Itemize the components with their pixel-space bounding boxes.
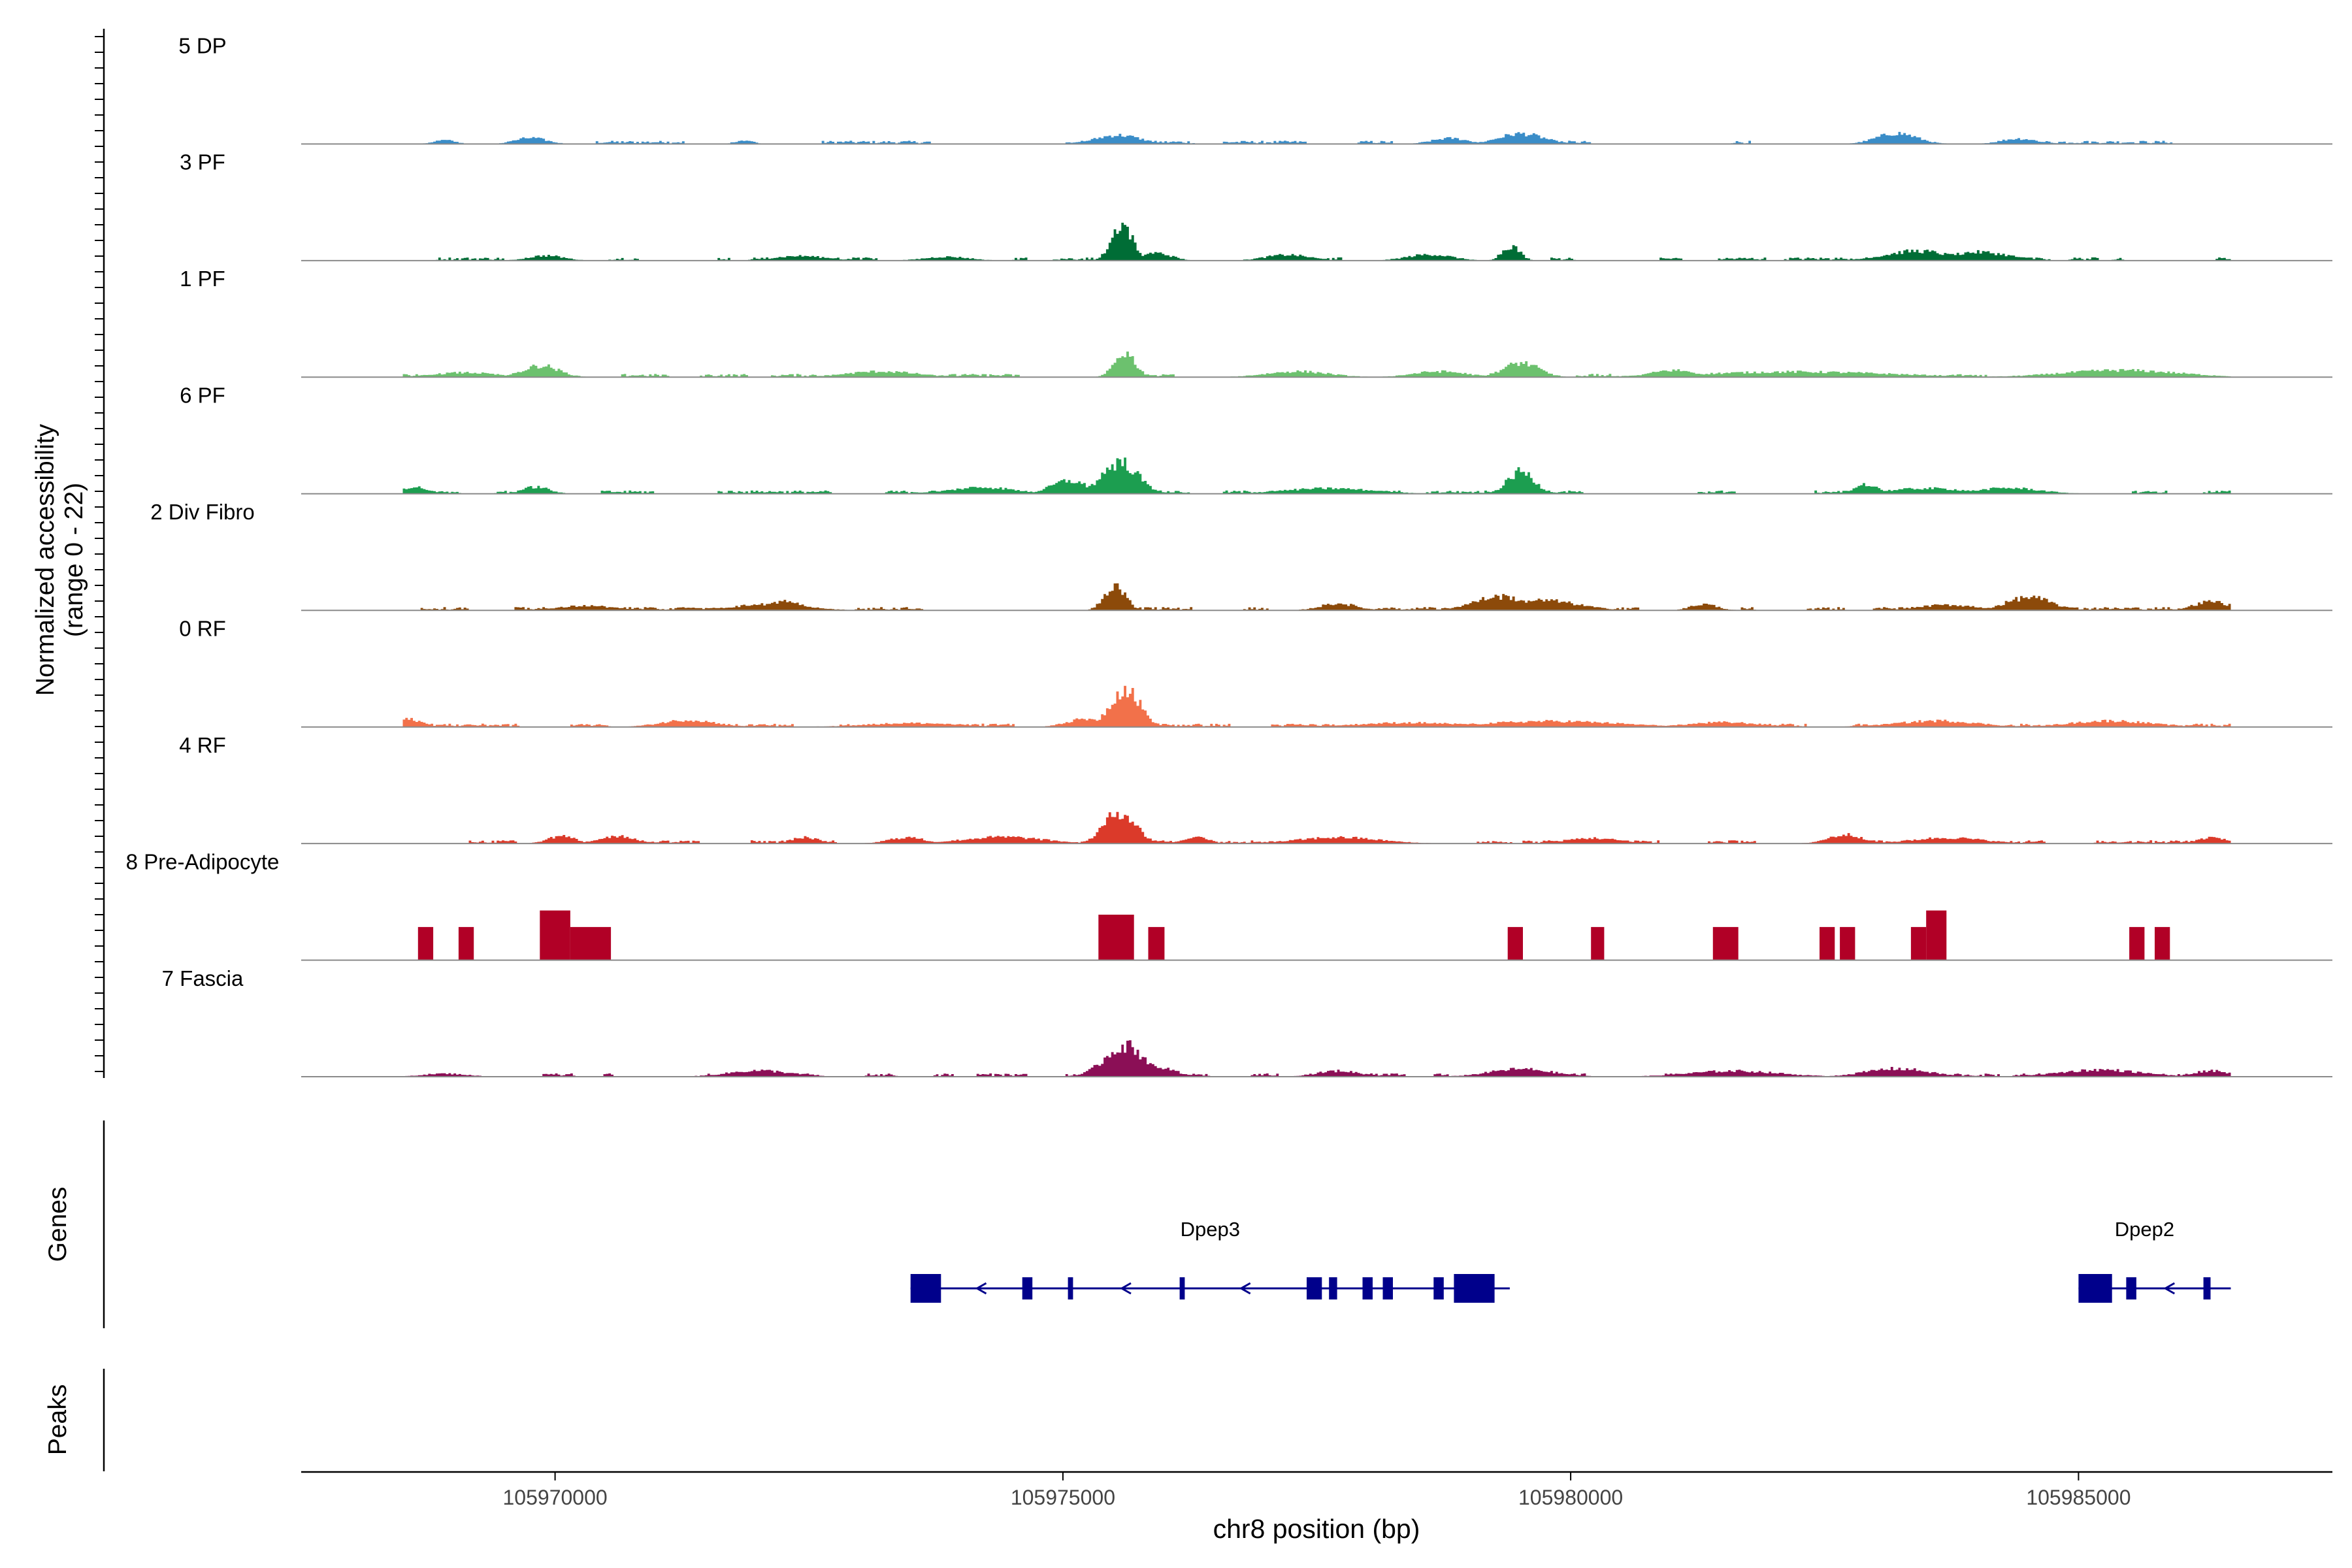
coverage-block xyxy=(417,926,434,960)
gene-exon xyxy=(1382,1277,1393,1299)
track-label-8-pre-adipocyte: 8 Pre-Adipocyte xyxy=(126,849,280,874)
coverage-block xyxy=(1910,926,1927,960)
track-7-fascia: 7 Fascia xyxy=(162,966,2332,1077)
x-tick-label: 105975000 xyxy=(1011,1486,1115,1509)
coverage-block xyxy=(2155,926,2170,960)
x-axis: 105970000 105975000 105980000 105985000 xyxy=(503,1472,2131,1509)
strand-arrow xyxy=(1119,1282,1132,1295)
coverage-area xyxy=(402,583,2231,611)
coverage-block xyxy=(1148,926,1165,960)
gene-annotations: Dpep3 Dpep2 xyxy=(910,1218,2231,1303)
coverage-block xyxy=(1591,926,1605,960)
strand-arrow xyxy=(1239,1282,1251,1295)
gene-exon xyxy=(1433,1277,1444,1299)
track-3-pf: 3 PF xyxy=(180,150,2332,261)
y-axis-label: Normalized accessibility (range 0 - 22) xyxy=(31,423,88,696)
gene-exon xyxy=(2078,1274,2112,1303)
coverage-block xyxy=(1712,926,1739,960)
track-0-rf: 0 RF xyxy=(179,617,2332,728)
coverage-block xyxy=(570,926,612,960)
track-5-dp: 5 DP xyxy=(178,33,2332,145)
coverage-area xyxy=(402,685,2231,727)
gene-label-dpep2: Dpep2 xyxy=(2115,1218,2174,1241)
track-8-pre-adipocyte: 8 Pre-Adipocyte xyxy=(126,849,2332,961)
coverage-block xyxy=(458,926,474,960)
gene-exon xyxy=(910,1274,941,1303)
track-1-pf: 1 PF xyxy=(180,267,2332,378)
track-label-0-rf: 0 RF xyxy=(179,617,226,641)
gene-exon xyxy=(1068,1277,1073,1299)
gene-dpep2: Dpep2 xyxy=(2078,1218,2231,1303)
track-label-4-rf: 4 RF xyxy=(179,733,226,757)
track-6-pf: 6 PF xyxy=(180,384,2332,495)
coverage-block xyxy=(540,910,570,960)
peaks-panel-label: Peaks xyxy=(44,1384,72,1455)
coverage-area xyxy=(402,131,2231,144)
coverage-block xyxy=(1840,926,1855,960)
y-axis-label-line2: (range 0 - 22) xyxy=(60,483,88,637)
x-tick-label: 105980000 xyxy=(1518,1486,1623,1509)
genes-panel-label: Genes xyxy=(44,1187,72,1262)
gene-dpep3: Dpep3 xyxy=(910,1218,1510,1303)
coverage-block xyxy=(1507,926,1523,960)
coverage-area xyxy=(402,457,2231,494)
track-2-div-fibro: 2 Div Fibro xyxy=(150,500,2332,612)
gene-exon xyxy=(1454,1274,1495,1303)
x-tick-label: 105970000 xyxy=(503,1486,608,1509)
y-axis-ticks xyxy=(95,36,104,1072)
coverage-block xyxy=(2129,926,2145,960)
coverage-block xyxy=(1820,926,1835,960)
coverage-area xyxy=(402,1040,2231,1077)
gene-exon xyxy=(1329,1277,1337,1299)
gene-exon xyxy=(1022,1277,1033,1299)
track-label-1-pf: 1 PF xyxy=(180,267,225,291)
track-label-3-pf: 3 PF xyxy=(180,150,225,174)
coverage-block xyxy=(1926,910,1947,960)
gene-exon xyxy=(2126,1277,2136,1299)
coverage-area xyxy=(402,222,2231,261)
track-label-6-pf: 6 PF xyxy=(180,384,225,408)
strand-arrow xyxy=(975,1282,987,1295)
gene-exon xyxy=(2203,1277,2211,1299)
x-axis-label: chr8 position (bp) xyxy=(1213,1514,1420,1544)
gene-label-dpep3: Dpep3 xyxy=(1181,1218,1240,1241)
track-label-2-div-fibro: 2 Div Fibro xyxy=(150,500,255,524)
track-label-5-dp: 5 DP xyxy=(178,33,226,57)
coverage-area xyxy=(402,351,2231,378)
gene-exon xyxy=(1362,1277,1373,1299)
x-tick-label: 105985000 xyxy=(2026,1486,2131,1509)
strand-arrow xyxy=(2163,1282,2176,1295)
track-4-rf: 4 RF xyxy=(179,733,2332,845)
track-label-7-fascia: 7 Fascia xyxy=(162,966,244,990)
coverage-block xyxy=(1098,915,1134,960)
coverage-area xyxy=(402,811,2231,844)
gene-exon xyxy=(1307,1277,1322,1299)
coverage-tracks: 5 DP 3 PF 1 PF 6 PF 2 Div Fibro 0 RF 4 RF 8 Pre… xyxy=(126,33,2332,1077)
gene-exon xyxy=(1179,1277,1185,1299)
y-axis-label-line1: Normalized accessibility xyxy=(31,423,59,696)
